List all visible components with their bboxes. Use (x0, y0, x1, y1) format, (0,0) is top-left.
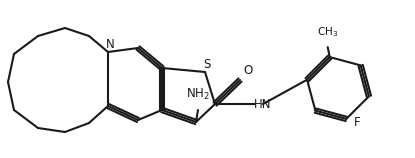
Text: N: N (106, 37, 115, 51)
Text: F: F (354, 116, 361, 129)
Text: O: O (243, 64, 253, 76)
Text: S: S (203, 58, 211, 70)
Text: NH$_2$: NH$_2$ (186, 87, 210, 102)
Text: HN: HN (254, 97, 272, 110)
Text: CH$_3$: CH$_3$ (317, 25, 338, 39)
